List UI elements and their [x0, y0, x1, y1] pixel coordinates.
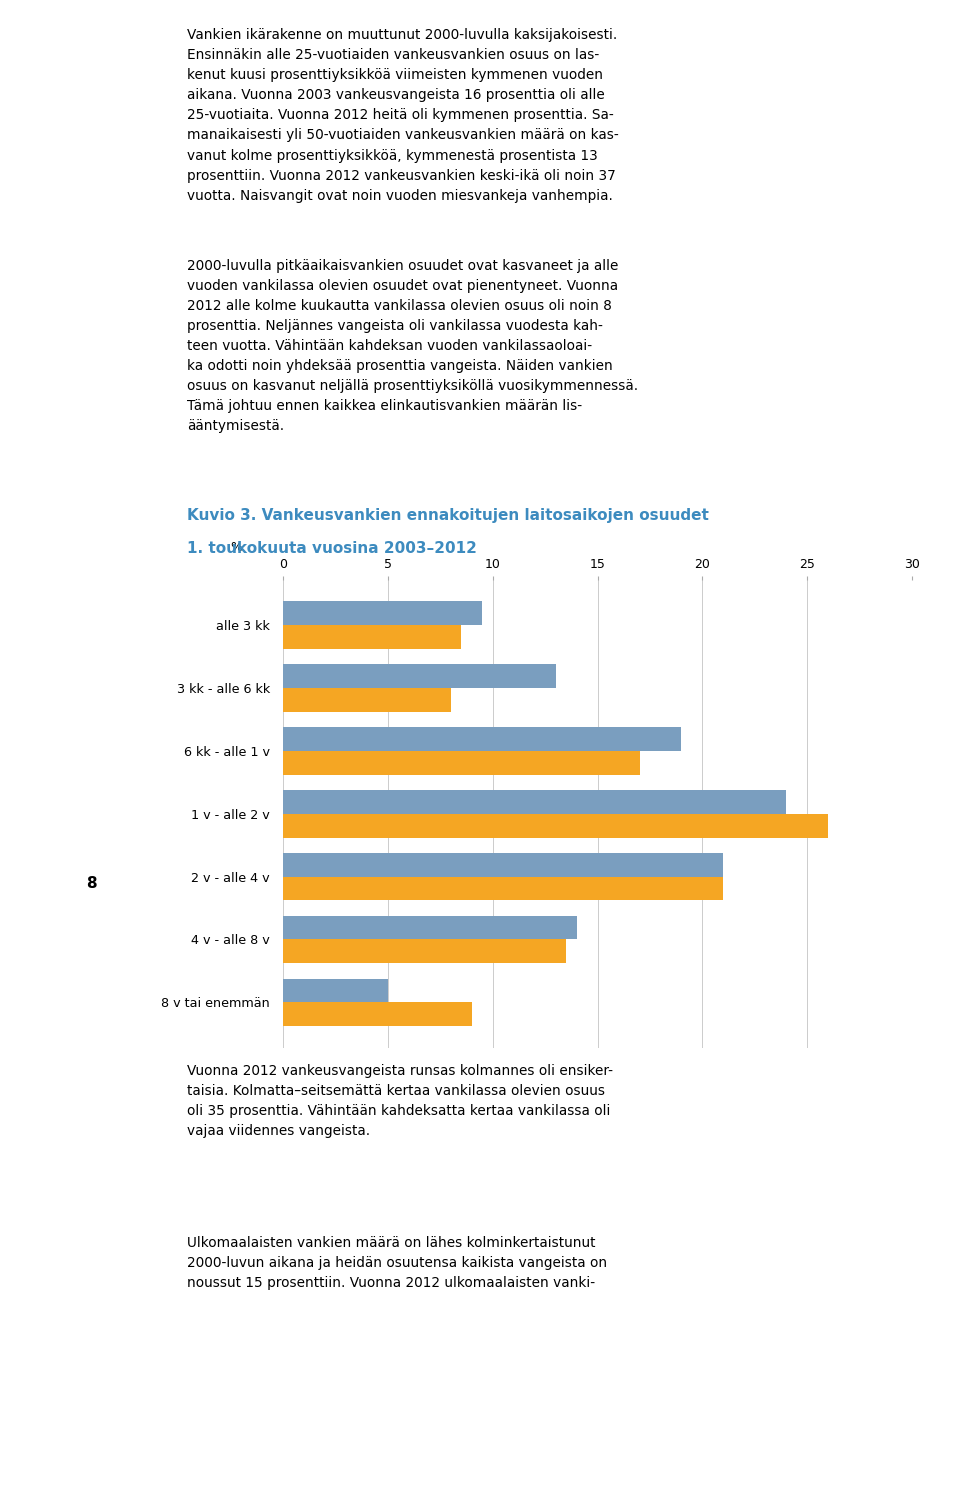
Bar: [283, 688, 451, 712]
Bar: [283, 978, 388, 1003]
Bar: [283, 750, 639, 774]
Bar: [283, 664, 556, 688]
Text: Ulkomaalaisten vankien määrä on lähes kolminkertaistunut
2000-luvun aikana ja he: Ulkomaalaisten vankien määrä on lähes ko…: [187, 1236, 608, 1290]
Text: 1. toukokuuta vuosina 2003–2012: 1. toukokuuta vuosina 2003–2012: [187, 541, 477, 556]
Bar: [283, 624, 462, 649]
Bar: [283, 789, 786, 813]
Text: Vankien ikärakenne on muuttunut 2000-luvulla kaksijakoisesti.
Ensinnäkin alle 25: Vankien ikärakenne on muuttunut 2000-luv…: [187, 28, 619, 202]
Bar: [283, 813, 828, 838]
Text: Vuonna 2012 vankeusvangeista runsas kolmannes oli ensiker-
taisia. Kolmatta–seit: Vuonna 2012 vankeusvangeista runsas kolm…: [187, 1064, 613, 1138]
Text: Kuvio 3. Vankeusvankien ennakoitujen laitosaikojen osuudet: Kuvio 3. Vankeusvankien ennakoitujen lai…: [187, 508, 709, 523]
Text: 8: 8: [86, 877, 97, 892]
Bar: [283, 939, 566, 963]
Bar: [283, 727, 682, 750]
Bar: [283, 600, 482, 624]
Bar: [283, 915, 577, 939]
Text: %: %: [229, 541, 242, 554]
Bar: [283, 853, 723, 877]
Bar: [283, 1003, 472, 1027]
Text: 2000-luvulla pitkäaikaisvankien osuudet ovat kasvaneet ja alle
vuoden vankilassa: 2000-luvulla pitkäaikaisvankien osuudet …: [187, 259, 638, 432]
Bar: [283, 877, 723, 901]
